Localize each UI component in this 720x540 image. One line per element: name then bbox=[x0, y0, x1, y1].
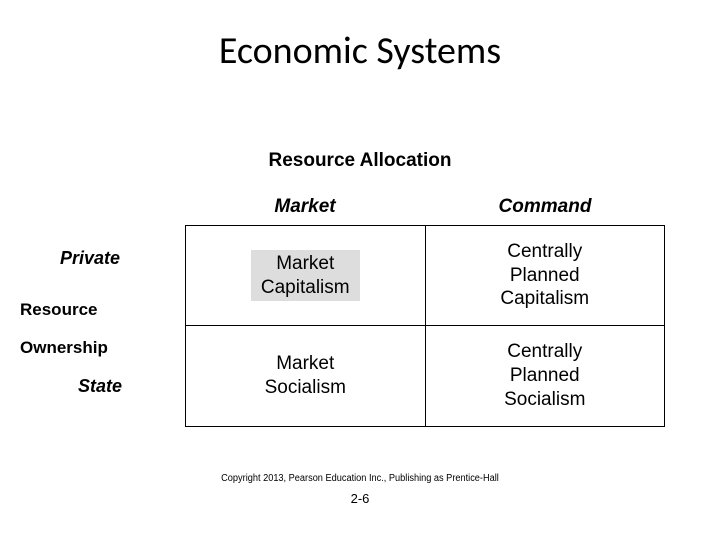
col-header-market: Market bbox=[185, 196, 425, 218]
slide-title: Economic Systems bbox=[0, 28, 720, 74]
economic-matrix: Market Capitalism Centrally Planned Capi… bbox=[185, 225, 665, 427]
column-headers: Market Command bbox=[185, 196, 665, 218]
cell-market-capitalism: Market Capitalism bbox=[186, 226, 426, 326]
cell-market-socialism-text: Market Socialism bbox=[265, 352, 346, 400]
cell-centrally-planned-capitalism-text: Centrally Planned Capitalism bbox=[500, 240, 589, 311]
matrix-row-private: Market Capitalism Centrally Planned Capi… bbox=[186, 226, 664, 326]
cell-market-socialism: Market Socialism bbox=[186, 326, 426, 426]
row-label-state: State bbox=[78, 376, 122, 397]
page-number: 2-6 bbox=[0, 491, 720, 506]
copyright-text: Copyright 2013, Pearson Education Inc., … bbox=[29, 473, 691, 484]
axis-label-resource: Resource bbox=[20, 300, 97, 320]
matrix-row-state: Market Socialism Centrally Planned Socia… bbox=[186, 326, 664, 426]
axis-label-ownership: Ownership bbox=[20, 338, 108, 358]
slide: Economic Systems Resource Allocation Mar… bbox=[0, 0, 720, 540]
cell-centrally-planned-socialism: Centrally Planned Socialism bbox=[426, 326, 665, 426]
row-label-private: Private bbox=[60, 248, 120, 269]
cell-centrally-planned-socialism-text: Centrally Planned Socialism bbox=[504, 340, 585, 411]
allocation-subtitle: Resource Allocation bbox=[0, 150, 720, 172]
col-header-command: Command bbox=[425, 196, 665, 218]
cell-centrally-planned-capitalism: Centrally Planned Capitalism bbox=[426, 226, 665, 326]
cell-market-capitalism-text: Market Capitalism bbox=[251, 250, 360, 302]
